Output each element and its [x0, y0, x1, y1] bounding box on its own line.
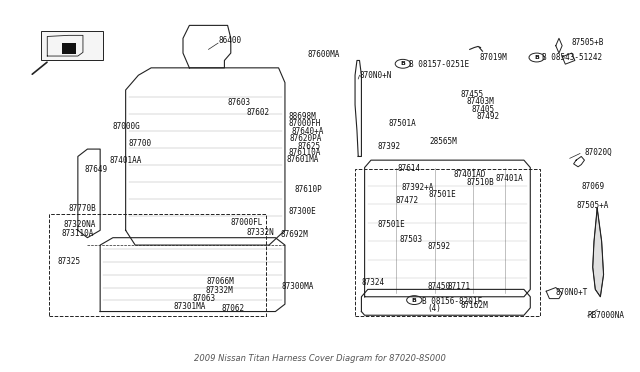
Text: 870N0+T: 870N0+T [556, 288, 588, 297]
Text: 87300MA: 87300MA [282, 282, 314, 291]
Text: 876110A: 876110A [288, 148, 321, 157]
Text: 87501A: 87501A [389, 119, 417, 128]
Text: 87505+A: 87505+A [576, 201, 609, 210]
Text: B: B [534, 55, 539, 60]
Text: 87320NA: 87320NA [64, 220, 96, 229]
Text: B 08156-8201F: B 08156-8201F [422, 297, 482, 306]
Text: 87592: 87592 [427, 243, 450, 251]
Text: 87401A: 87401A [495, 174, 523, 183]
Text: 873110A: 873110A [62, 230, 94, 238]
Text: 87401AA: 87401AA [109, 155, 142, 165]
Text: 87000FL: 87000FL [231, 218, 263, 227]
Text: B: B [412, 298, 417, 302]
Text: 87405: 87405 [472, 105, 495, 114]
Text: 87603: 87603 [228, 99, 251, 108]
Text: 87501E: 87501E [428, 190, 456, 199]
Text: 87403M: 87403M [467, 97, 494, 106]
Text: RB7000NA: RB7000NA [588, 311, 625, 320]
Text: 87692M: 87692M [280, 230, 308, 239]
Text: 87301MA: 87301MA [173, 302, 206, 311]
Bar [355, 169, 540, 316]
Text: 87000G: 87000G [113, 122, 141, 131]
Text: 87062: 87062 [221, 304, 244, 313]
Text: 87625: 87625 [298, 142, 321, 151]
Text: 87450: 87450 [427, 282, 450, 291]
Text: (4): (4) [427, 304, 441, 313]
Text: 87063: 87063 [193, 294, 216, 303]
Text: 87510B: 87510B [467, 178, 494, 187]
Text: 87392+A: 87392+A [401, 183, 434, 192]
Text: 87392: 87392 [378, 142, 401, 151]
Text: 87700: 87700 [129, 139, 152, 148]
Text: 87620PA: 87620PA [289, 134, 322, 143]
Text: 87492: 87492 [476, 112, 499, 121]
Text: 87000FH: 87000FH [288, 119, 321, 128]
Text: 87472: 87472 [395, 196, 419, 205]
Text: 87600MA: 87600MA [307, 51, 340, 60]
Text: 87300E: 87300E [288, 207, 316, 217]
Text: 87501E: 87501E [378, 220, 405, 229]
Text: 87325: 87325 [58, 257, 81, 266]
Text: 87455: 87455 [460, 90, 483, 99]
Text: 87503: 87503 [399, 235, 423, 244]
Text: 87332M: 87332M [205, 286, 233, 295]
Text: 87505+B: 87505+B [572, 38, 604, 47]
Text: 87066M: 87066M [207, 278, 234, 286]
Text: 87020Q: 87020Q [584, 148, 612, 157]
Text: 87602: 87602 [246, 108, 270, 117]
Polygon shape [593, 208, 604, 297]
Text: 87069: 87069 [581, 182, 604, 191]
Bar [41, 31, 103, 61]
Text: 87640+A: 87640+A [291, 127, 324, 136]
Text: 87324: 87324 [362, 278, 385, 287]
Text: 87332N: 87332N [246, 228, 275, 237]
Text: 87610P: 87610P [294, 185, 323, 194]
Text: 87401AD: 87401AD [454, 170, 486, 179]
Text: B: B [401, 61, 405, 66]
Text: 87614: 87614 [397, 164, 421, 173]
Text: 87770B: 87770B [68, 203, 96, 213]
Bar [62, 43, 76, 54]
Text: 87019M: 87019M [479, 53, 507, 62]
Text: B 08157-0251E: B 08157-0251E [409, 60, 469, 69]
Text: 87171: 87171 [447, 282, 470, 291]
Text: 86400: 86400 [218, 36, 241, 45]
Text: B 08543-51242: B 08543-51242 [541, 53, 602, 62]
Text: 870N0+N: 870N0+N [360, 71, 392, 80]
Text: 87162M: 87162M [460, 301, 488, 311]
Text: 28565M: 28565M [429, 137, 458, 146]
Text: 88698M: 88698M [288, 112, 316, 121]
Text: 87649: 87649 [84, 165, 108, 174]
Text: 2009 Nissan Titan Harness Cover Diagram for 87020-8S000: 2009 Nissan Titan Harness Cover Diagram … [194, 354, 446, 363]
Bar [49, 214, 266, 316]
Text: 87601MA: 87601MA [287, 155, 319, 164]
